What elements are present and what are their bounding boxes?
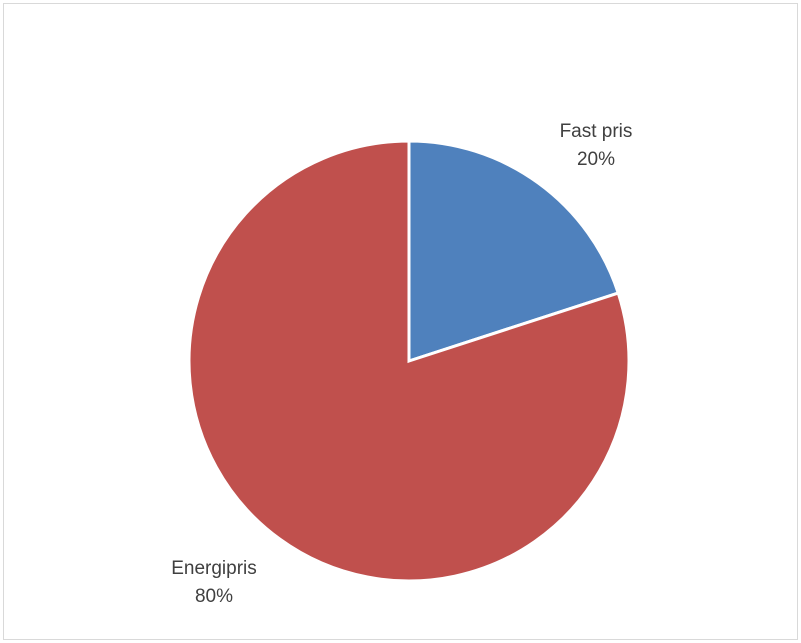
slice-label-name-1: Energipris [171, 558, 257, 579]
slice-label-value-1: 80% [195, 586, 233, 607]
pie-slices [189, 141, 629, 581]
slice-label-value-0: 20% [577, 149, 615, 170]
slice-label-name-0: Fast pris [560, 121, 633, 142]
